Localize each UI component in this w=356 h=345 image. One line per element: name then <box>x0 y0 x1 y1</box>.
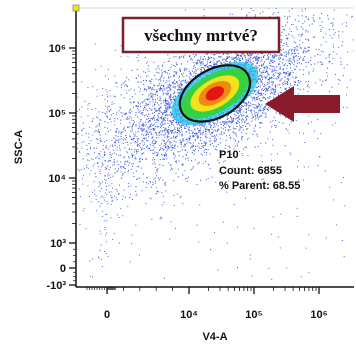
annotation-box <box>121 16 281 54</box>
y-tick-label-0: -10³ <box>46 280 66 292</box>
annotation-arrow <box>265 86 340 122</box>
corner-marker <box>72 4 80 12</box>
gate-parent-label: % Parent: 68.55 <box>219 180 300 192</box>
gate-name-label: P10 <box>219 149 239 161</box>
y-tick-label-2: 10³ <box>50 238 66 250</box>
x-tick-label-2: 10⁵ <box>245 309 262 321</box>
x-tick-label-3: 10⁶ <box>310 309 327 321</box>
y-axis-title: SSC-A <box>13 130 25 164</box>
y-tick-label-5: 10⁶ <box>49 43 66 55</box>
annotation-text: všechny mrtvé? <box>144 26 258 45</box>
x-axis-ticks: 0 10⁴ 10⁵ 10⁶ <box>86 287 328 321</box>
y-tick-label-4: 10⁵ <box>49 108 66 120</box>
y-tick-label-1: 0 <box>60 263 66 275</box>
density-level-4 <box>205 86 225 101</box>
y-tick-label-3: 10⁴ <box>48 173 66 185</box>
gate-count-label: Count: 6855 <box>219 165 282 177</box>
x-tick-label-1: 10⁴ <box>180 309 198 321</box>
y-axis-ticks: -10³ 0 10³ 10⁴ 10⁵ 10⁶ <box>46 43 76 292</box>
x-tick-label-0: 0 <box>104 309 110 321</box>
x-axis-title: V4-A <box>202 331 227 343</box>
density-contours <box>171 61 259 126</box>
gate-p10-outline[interactable] <box>170 54 260 134</box>
